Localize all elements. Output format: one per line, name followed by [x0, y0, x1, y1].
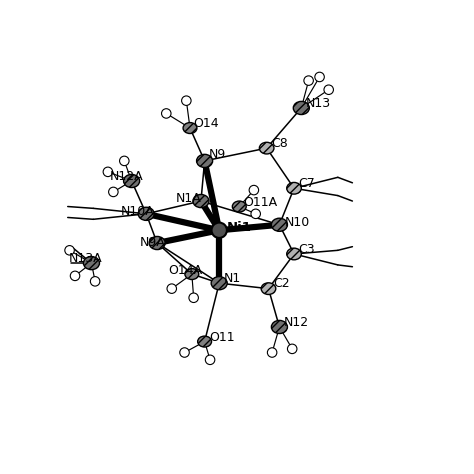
Ellipse shape	[259, 142, 274, 154]
Text: O11A: O11A	[244, 196, 278, 209]
Text: N9: N9	[208, 148, 226, 161]
Ellipse shape	[138, 207, 154, 220]
Text: C8: C8	[272, 137, 288, 150]
Text: N1: N1	[224, 272, 241, 285]
Text: N10A: N10A	[121, 205, 155, 218]
Ellipse shape	[211, 223, 227, 238]
Ellipse shape	[272, 320, 287, 334]
Ellipse shape	[91, 277, 100, 286]
Ellipse shape	[304, 76, 313, 85]
Text: N10: N10	[285, 216, 310, 229]
Ellipse shape	[287, 344, 297, 354]
Text: O14: O14	[194, 117, 219, 130]
Ellipse shape	[261, 283, 276, 294]
Ellipse shape	[167, 284, 176, 293]
Text: C3: C3	[299, 243, 315, 256]
Ellipse shape	[119, 156, 129, 165]
Text: N1A: N1A	[175, 192, 201, 205]
Ellipse shape	[251, 209, 260, 219]
Ellipse shape	[232, 201, 246, 212]
Text: O11: O11	[210, 331, 235, 344]
Ellipse shape	[293, 101, 310, 115]
Text: Ni1: Ni1	[227, 221, 251, 234]
Ellipse shape	[315, 72, 324, 82]
Text: C7: C7	[299, 177, 315, 190]
Text: C2: C2	[273, 277, 290, 291]
Ellipse shape	[124, 174, 140, 188]
Ellipse shape	[149, 237, 165, 250]
Ellipse shape	[272, 218, 287, 231]
Ellipse shape	[109, 187, 118, 197]
Ellipse shape	[183, 123, 197, 134]
Ellipse shape	[287, 248, 301, 260]
Text: N9A: N9A	[140, 236, 166, 249]
Ellipse shape	[182, 96, 191, 105]
Ellipse shape	[70, 271, 80, 281]
Text: O14A: O14A	[168, 264, 202, 277]
Text: N12: N12	[284, 316, 309, 329]
Ellipse shape	[193, 194, 209, 208]
Ellipse shape	[197, 155, 213, 167]
Ellipse shape	[287, 182, 301, 194]
Ellipse shape	[324, 85, 333, 94]
Ellipse shape	[198, 336, 211, 347]
Ellipse shape	[83, 256, 100, 270]
Ellipse shape	[162, 109, 171, 118]
Text: N13: N13	[306, 97, 331, 110]
Ellipse shape	[103, 167, 113, 177]
Ellipse shape	[65, 246, 74, 255]
Ellipse shape	[205, 355, 215, 365]
Ellipse shape	[249, 185, 259, 195]
Ellipse shape	[185, 269, 199, 280]
Text: N12A: N12A	[109, 170, 143, 183]
Ellipse shape	[180, 348, 189, 357]
Text: N13A: N13A	[68, 252, 102, 265]
Ellipse shape	[211, 277, 227, 290]
Ellipse shape	[189, 293, 199, 302]
Ellipse shape	[267, 348, 277, 357]
